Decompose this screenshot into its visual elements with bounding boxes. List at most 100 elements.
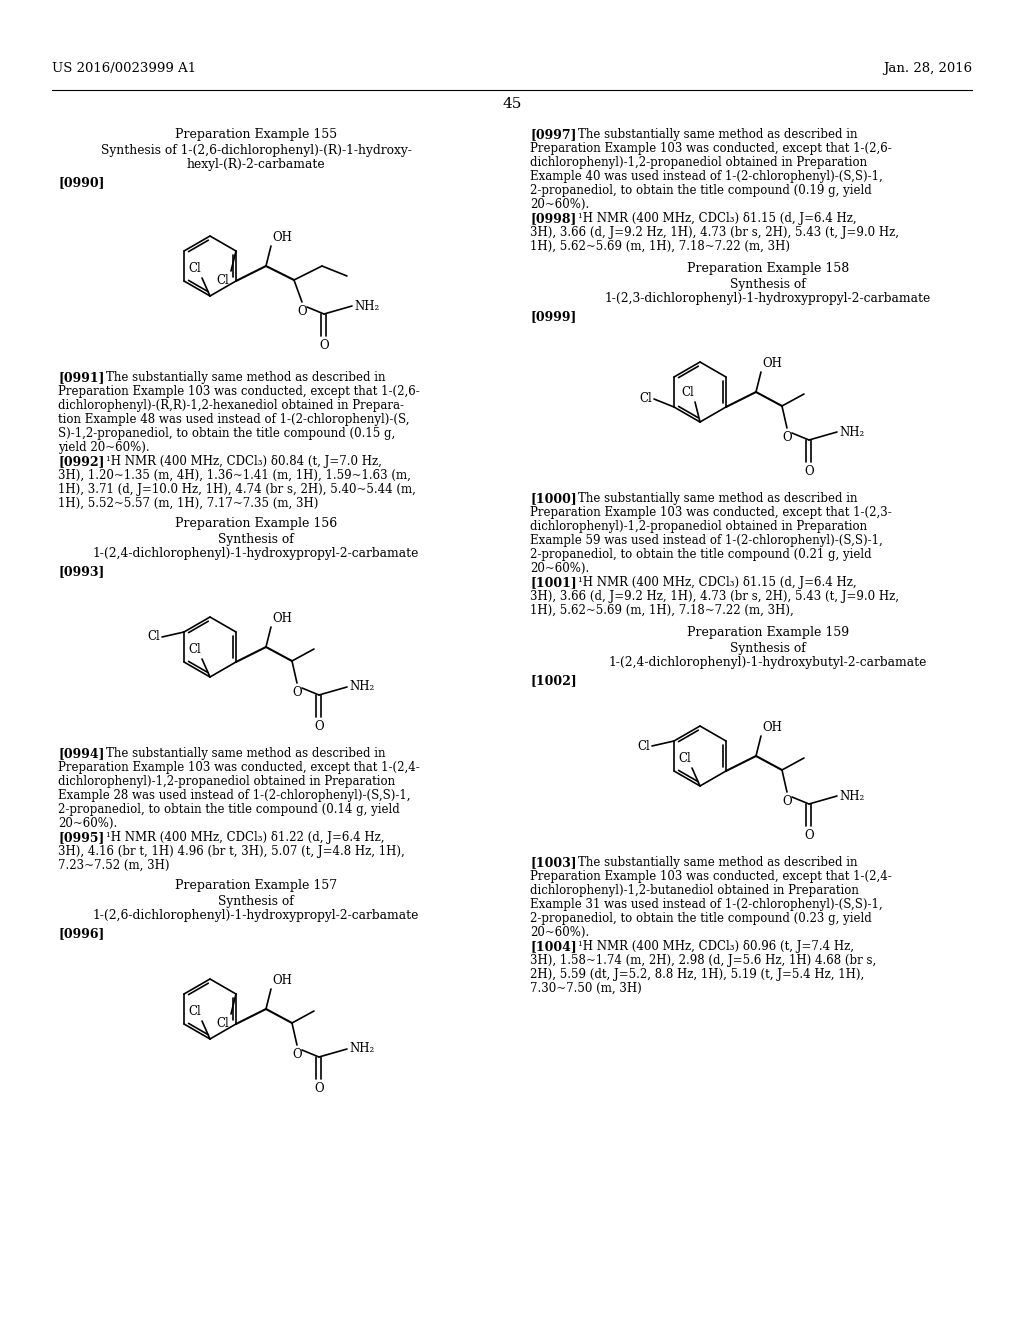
Text: ¹H NMR (400 MHz, CDCl₃) δ1.15 (d, J=6.4 Hz,: ¹H NMR (400 MHz, CDCl₃) δ1.15 (d, J=6.4 …: [578, 576, 857, 589]
Text: dichlorophenyl)-1,2-propanediol obtained in Preparation: dichlorophenyl)-1,2-propanediol obtained…: [58, 775, 395, 788]
Text: 1H), 5.62~5.69 (m, 1H), 7.18~7.22 (m, 3H),: 1H), 5.62~5.69 (m, 1H), 7.18~7.22 (m, 3H…: [530, 605, 794, 616]
Text: 1H), 5.52~5.57 (m, 1H), 7.17~7.35 (m, 3H): 1H), 5.52~5.57 (m, 1H), 7.17~7.35 (m, 3H…: [58, 498, 318, 510]
Text: 1-(2,4-dichlorophenyl)-1-hydroxybutyl-2-carbamate: 1-(2,4-dichlorophenyl)-1-hydroxybutyl-2-…: [609, 656, 927, 669]
Text: Synthesis of: Synthesis of: [218, 533, 294, 546]
Text: Example 31 was used instead of 1-(2-chlorophenyl)-(S,S)-1,: Example 31 was used instead of 1-(2-chlo…: [530, 898, 883, 911]
Text: 3H), 3.66 (d, J=9.2 Hz, 1H), 4.73 (br s, 2H), 5.43 (t, J=9.0 Hz,: 3H), 3.66 (d, J=9.2 Hz, 1H), 4.73 (br s,…: [530, 226, 899, 239]
Text: Preparation Example 155: Preparation Example 155: [175, 128, 337, 141]
Text: NH₂: NH₂: [839, 425, 864, 438]
Text: 7.30~7.50 (m, 3H): 7.30~7.50 (m, 3H): [530, 982, 642, 995]
Text: 2-propanediol, to obtain the title compound (0.21 g, yield: 2-propanediol, to obtain the title compo…: [530, 548, 871, 561]
Text: Preparation Example 103 was conducted, except that 1-(2,3-: Preparation Example 103 was conducted, e…: [530, 506, 892, 519]
Text: O: O: [292, 1048, 302, 1061]
Text: [0991]: [0991]: [58, 371, 104, 384]
Text: 2-propanediol, to obtain the title compound (0.14 g, yield: 2-propanediol, to obtain the title compo…: [58, 803, 399, 816]
Text: Example 59 was used instead of 1-(2-chlorophenyl)-(S,S)-1,: Example 59 was used instead of 1-(2-chlo…: [530, 535, 883, 546]
Text: Synthesis of: Synthesis of: [730, 279, 806, 290]
Text: yield 20~60%).: yield 20~60%).: [58, 441, 150, 454]
Text: OH: OH: [272, 231, 292, 244]
Text: 20~60%).: 20~60%).: [530, 198, 589, 211]
Text: [0994]: [0994]: [58, 747, 104, 760]
Text: O: O: [292, 686, 302, 700]
Text: Synthesis of: Synthesis of: [218, 895, 294, 908]
Text: 2-propanediol, to obtain the title compound (0.19 g, yield: 2-propanediol, to obtain the title compo…: [530, 183, 871, 197]
Text: O: O: [314, 1082, 324, 1096]
Text: Cl: Cl: [188, 1005, 201, 1018]
Text: 1H), 5.62~5.69 (m, 1H), 7.18~7.22 (m, 3H): 1H), 5.62~5.69 (m, 1H), 7.18~7.22 (m, 3H…: [530, 240, 790, 253]
Text: NH₂: NH₂: [349, 1043, 374, 1056]
Text: 1-(2,4-dichlorophenyl)-1-hydroxypropyl-2-carbamate: 1-(2,4-dichlorophenyl)-1-hydroxypropyl-2…: [93, 546, 419, 560]
Text: 3H), 4.16 (br t, 1H) 4.96 (br t, 3H), 5.07 (t, J=4.8 Hz, 1H),: 3H), 4.16 (br t, 1H) 4.96 (br t, 3H), 5.…: [58, 845, 404, 858]
Text: Synthesis of 1-(2,6-dichlorophenyl)-(R)-1-hydroxy-: Synthesis of 1-(2,6-dichlorophenyl)-(R)-…: [100, 144, 412, 157]
Text: dichlorophenyl)-1,2-propanediol obtained in Preparation: dichlorophenyl)-1,2-propanediol obtained…: [530, 520, 867, 533]
Text: Cl: Cl: [681, 385, 694, 399]
Text: 1-(2,3-dichlorophenyl)-1-hydroxypropyl-2-carbamate: 1-(2,3-dichlorophenyl)-1-hydroxypropyl-2…: [605, 292, 931, 305]
Text: Preparation Example 103 was conducted, except that 1-(2,6-: Preparation Example 103 was conducted, e…: [58, 385, 420, 399]
Text: Preparation Example 103 was conducted, except that 1-(2,6-: Preparation Example 103 was conducted, e…: [530, 143, 892, 154]
Text: Cl: Cl: [188, 261, 201, 275]
Text: The substantially same method as described in: The substantially same method as describ…: [578, 128, 857, 141]
Text: OH: OH: [272, 612, 292, 624]
Text: hexyl-(R)-2-carbamate: hexyl-(R)-2-carbamate: [186, 158, 326, 172]
Text: Example 40 was used instead of 1-(2-chlorophenyl)-(S,S)-1,: Example 40 was used instead of 1-(2-chlo…: [530, 170, 883, 183]
Text: Cl: Cl: [216, 1016, 229, 1030]
Text: O: O: [804, 465, 814, 478]
Text: 1H), 3.71 (d, J=10.0 Hz, 1H), 4.74 (br s, 2H), 5.40~5.44 (m,: 1H), 3.71 (d, J=10.0 Hz, 1H), 4.74 (br s…: [58, 483, 416, 496]
Text: The substantially same method as described in: The substantially same method as describ…: [578, 855, 857, 869]
Text: 20~60%).: 20~60%).: [530, 562, 589, 576]
Text: Cl: Cl: [188, 643, 201, 656]
Text: Preparation Example 103 was conducted, except that 1-(2,4-: Preparation Example 103 was conducted, e…: [58, 762, 420, 774]
Text: ¹H NMR (400 MHz, CDCl₃) δ0.84 (t, J=7.0 Hz,: ¹H NMR (400 MHz, CDCl₃) δ0.84 (t, J=7.0 …: [106, 455, 382, 469]
Text: dichlorophenyl)-1,2-butanediol obtained in Preparation: dichlorophenyl)-1,2-butanediol obtained …: [530, 884, 859, 898]
Text: 20~60%).: 20~60%).: [530, 927, 589, 939]
Text: 2H), 5.59 (dt, J=5.2, 8.8 Hz, 1H), 5.19 (t, J=5.4 Hz, 1H),: 2H), 5.59 (dt, J=5.2, 8.8 Hz, 1H), 5.19 …: [530, 968, 864, 981]
Text: OH: OH: [762, 356, 782, 370]
Text: OH: OH: [762, 721, 782, 734]
Text: OH: OH: [272, 974, 292, 987]
Text: [0999]: [0999]: [530, 310, 577, 323]
Text: ¹H NMR (400 MHz, CDCl₃) δ0.96 (t, J=7.4 Hz,: ¹H NMR (400 MHz, CDCl₃) δ0.96 (t, J=7.4 …: [578, 940, 854, 953]
Text: 3H), 1.58~1.74 (m, 2H), 2.98 (d, J=5.6 Hz, 1H) 4.68 (br s,: 3H), 1.58~1.74 (m, 2H), 2.98 (d, J=5.6 H…: [530, 954, 877, 968]
Text: The substantially same method as described in: The substantially same method as describ…: [106, 371, 385, 384]
Text: [0995]: [0995]: [58, 832, 104, 843]
Text: [1004]: [1004]: [530, 940, 577, 953]
Text: Cl: Cl: [678, 752, 691, 766]
Text: [1001]: [1001]: [530, 576, 577, 589]
Text: US 2016/0023999 A1: US 2016/0023999 A1: [52, 62, 197, 75]
Text: [1000]: [1000]: [530, 492, 577, 506]
Text: Jan. 28, 2016: Jan. 28, 2016: [883, 62, 972, 75]
Text: NH₂: NH₂: [354, 300, 379, 313]
Text: Cl: Cl: [147, 631, 160, 644]
Text: Cl: Cl: [639, 392, 652, 405]
Text: O: O: [319, 339, 329, 352]
Text: The substantially same method as described in: The substantially same method as describ…: [106, 747, 385, 760]
Text: NH₂: NH₂: [349, 681, 374, 693]
Text: O: O: [782, 432, 792, 444]
Text: [0996]: [0996]: [58, 927, 104, 940]
Text: NH₂: NH₂: [839, 789, 864, 803]
Text: 3H), 1.20~1.35 (m, 4H), 1.36~1.41 (m, 1H), 1.59~1.63 (m,: 3H), 1.20~1.35 (m, 4H), 1.36~1.41 (m, 1H…: [58, 469, 411, 482]
Text: tion Example 48 was used instead of 1-(2-chlorophenyl)-(S,: tion Example 48 was used instead of 1-(2…: [58, 413, 410, 426]
Text: [0997]: [0997]: [530, 128, 577, 141]
Text: Preparation Example 156: Preparation Example 156: [175, 517, 337, 531]
Text: 7.23~7.52 (m, 3H): 7.23~7.52 (m, 3H): [58, 859, 170, 873]
Text: 1-(2,6-dichlorophenyl)-1-hydroxypropyl-2-carbamate: 1-(2,6-dichlorophenyl)-1-hydroxypropyl-2…: [93, 909, 419, 921]
Text: [1003]: [1003]: [530, 855, 577, 869]
Text: Preparation Example 103 was conducted, except that 1-(2,4-: Preparation Example 103 was conducted, e…: [530, 870, 892, 883]
Text: [0992]: [0992]: [58, 455, 104, 469]
Text: ¹H NMR (400 MHz, CDCl₃) δ1.22 (d, J=6.4 Hz,: ¹H NMR (400 MHz, CDCl₃) δ1.22 (d, J=6.4 …: [106, 832, 384, 843]
Text: S)-1,2-propanediol, to obtain the title compound (0.15 g,: S)-1,2-propanediol, to obtain the title …: [58, 426, 395, 440]
Text: 2-propanediol, to obtain the title compound (0.23 g, yield: 2-propanediol, to obtain the title compo…: [530, 912, 871, 925]
Text: 3H), 3.66 (d, J=9.2 Hz, 1H), 4.73 (br s, 2H), 5.43 (t, J=9.0 Hz,: 3H), 3.66 (d, J=9.2 Hz, 1H), 4.73 (br s,…: [530, 590, 899, 603]
Text: 20~60%).: 20~60%).: [58, 817, 118, 830]
Text: dichlorophenyl)-(R,R)-1,2-hexanediol obtained in Prepara-: dichlorophenyl)-(R,R)-1,2-hexanediol obt…: [58, 399, 404, 412]
Text: O: O: [297, 305, 307, 318]
Text: O: O: [804, 829, 814, 842]
Text: The substantially same method as described in: The substantially same method as describ…: [578, 492, 857, 506]
Text: ¹H NMR (400 MHz, CDCl₃) δ1.15 (d, J=6.4 Hz,: ¹H NMR (400 MHz, CDCl₃) δ1.15 (d, J=6.4 …: [578, 213, 857, 224]
Text: 45: 45: [503, 96, 521, 111]
Text: Preparation Example 158: Preparation Example 158: [687, 261, 849, 275]
Text: O: O: [782, 795, 792, 808]
Text: [0990]: [0990]: [58, 176, 104, 189]
Text: [0993]: [0993]: [58, 565, 104, 578]
